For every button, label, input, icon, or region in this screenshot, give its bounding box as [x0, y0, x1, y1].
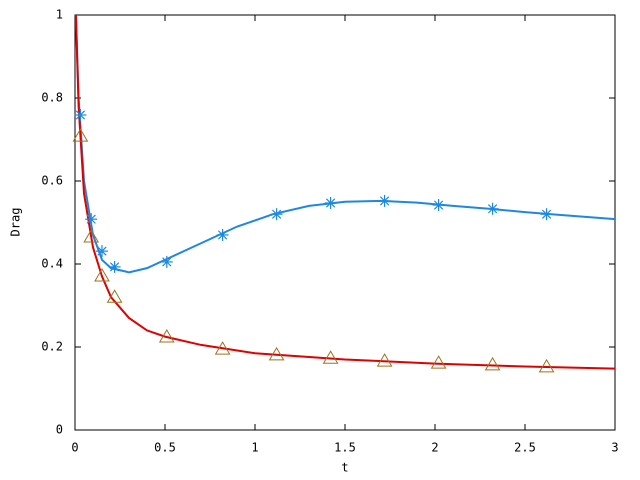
- x-tick-label: 0.5: [154, 441, 176, 455]
- marker: [486, 202, 499, 215]
- y-tick-label: 0.6: [41, 174, 63, 188]
- marker: [432, 199, 445, 212]
- marker: [214, 341, 231, 355]
- marker: [324, 196, 337, 209]
- marker: [94, 268, 110, 282]
- triangle-shape: [430, 355, 447, 369]
- star-stroke: [325, 198, 336, 208]
- marker: [74, 109, 87, 122]
- x-tick-label: 2: [431, 441, 438, 455]
- marker: [106, 289, 123, 303]
- triangle-shape: [94, 268, 110, 282]
- y-tick-label: 0.2: [41, 340, 63, 354]
- triangle-shape: [106, 289, 123, 303]
- triangle-shape: [214, 341, 231, 355]
- triangle-shape: [484, 356, 501, 371]
- star-stroke: [109, 262, 120, 272]
- y-axis-label: Drag: [9, 208, 23, 237]
- star-stroke: [487, 204, 498, 214]
- x-tick-label: 1: [251, 441, 258, 455]
- star-stroke: [162, 257, 172, 267]
- plot-border: [74, 14, 616, 431]
- marker: [484, 356, 501, 371]
- marker: [430, 355, 447, 369]
- star-stroke: [379, 196, 390, 206]
- triangle-shape: [538, 358, 555, 373]
- star-stroke: [86, 214, 96, 224]
- marker: [378, 194, 391, 207]
- marker: [72, 128, 89, 142]
- star-stroke: [433, 200, 444, 210]
- marker: [85, 213, 98, 226]
- y-tick-label: 0.4: [41, 257, 63, 271]
- star-stroke: [217, 230, 228, 240]
- marker: [108, 260, 121, 273]
- triangle-shape: [158, 329, 175, 343]
- marker: [540, 208, 553, 221]
- star-stroke: [271, 209, 282, 219]
- triangle-shape: [72, 128, 89, 142]
- marker: [270, 208, 283, 221]
- y-tick-label: 0.8: [41, 91, 63, 105]
- star-stroke: [75, 110, 86, 120]
- marker: [538, 358, 555, 373]
- marker: [83, 229, 100, 243]
- marker: [96, 245, 108, 258]
- triangle-shape: [322, 350, 339, 364]
- line: [74, 14, 616, 274]
- line: [74, 14, 616, 370]
- marker: [268, 346, 285, 361]
- marker: [160, 255, 173, 268]
- x-axis-label: t: [341, 461, 348, 475]
- marker: [376, 353, 393, 367]
- marker: [216, 228, 229, 241]
- star-stroke: [541, 209, 552, 219]
- x-tick-label: 3: [611, 441, 618, 455]
- y-tick-label: 0: [56, 423, 63, 437]
- marker: [158, 329, 175, 343]
- x-tick-label: 1.5: [334, 441, 356, 455]
- y-tick-label: 1: [56, 8, 63, 22]
- triangle-shape: [376, 353, 393, 367]
- x-tick-label: 0: [71, 441, 78, 455]
- triangle-shape: [83, 229, 100, 243]
- triangle-shape: [268, 346, 285, 361]
- marker: [322, 350, 339, 364]
- x-tick-label: 2.5: [514, 441, 536, 455]
- star-stroke: [97, 246, 107, 256]
